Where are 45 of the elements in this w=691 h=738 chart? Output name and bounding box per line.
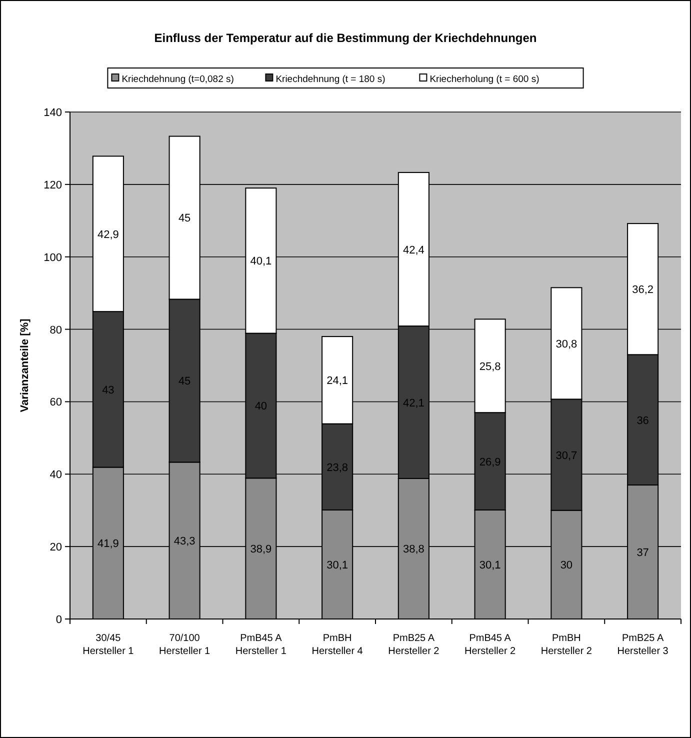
y-tick-label: 120 <box>44 179 62 192</box>
data-label: 43 <box>102 384 114 396</box>
x-tick-label: PmBH Hersteller 4 <box>312 633 364 657</box>
data-label: 36 <box>636 414 649 427</box>
x-tick-label: PmB25 A Hersteller 3 <box>617 633 669 657</box>
data-label: 41,9 <box>97 538 119 550</box>
data-label: 43,3 <box>174 536 196 548</box>
data-label: 30,1 <box>326 559 348 572</box>
data-label: 30,1 <box>479 559 501 572</box>
data-label: 30 <box>560 560 573 572</box>
x-tick-label: PmB25 A Hersteller 2 <box>388 633 440 657</box>
x-tick-label: 30/45 Hersteller 1 <box>82 633 134 657</box>
data-label: 42,4 <box>402 244 424 256</box>
data-label: 40 <box>254 400 268 413</box>
data-label: 26,9 <box>479 456 501 468</box>
legend-label: Kriechdehnung (t=0,082 s) <box>122 74 234 85</box>
data-label: 30,8 <box>556 338 578 350</box>
data-label: 24,1 <box>326 375 348 388</box>
data-label: 36,2 <box>632 284 654 296</box>
legend-label: Kriechdehnung (t = 180 s) <box>276 74 386 85</box>
data-label: 38,9 <box>250 544 272 556</box>
y-tick-label: 0 <box>56 614 62 626</box>
data-label: 42,9 <box>97 228 119 241</box>
data-label: 37 <box>636 547 649 560</box>
x-tick-label: PmBH Hersteller 2 <box>540 633 592 657</box>
data-label: 45 <box>178 376 191 388</box>
y-tick-label: 80 <box>50 324 62 336</box>
chart-title: Einfluss der Temperatur auf die Bestimmung der Kriechdehnungen <box>154 31 537 45</box>
y-tick-label: 140 <box>44 107 62 119</box>
y-axis-title: Varianzanteile [%] <box>19 318 31 412</box>
data-label: 23,8 <box>326 462 348 474</box>
data-label: 25,8 <box>479 360 501 373</box>
y-tick-label: 60 <box>50 396 62 409</box>
data-label: 38,8 <box>402 544 424 556</box>
y-tick-label: 40 <box>50 469 62 482</box>
legend-label: Kriecherholung (t = 600 s) <box>430 74 540 85</box>
x-tick-label: PmB45 A Hersteller 1 <box>235 633 287 657</box>
data-label: 45 <box>178 212 191 225</box>
x-tick-label: 70/100 Hersteller 1 <box>158 633 211 657</box>
data-label: 30,7 <box>556 450 578 462</box>
x-tick-label: PmB45 A Hersteller 2 <box>464 633 516 657</box>
data-label: 40,1 <box>250 256 272 268</box>
y-tick-label: 100 <box>44 252 62 264</box>
data-label: 42,1 <box>402 397 424 410</box>
y-tick-label: 20 <box>50 542 62 554</box>
